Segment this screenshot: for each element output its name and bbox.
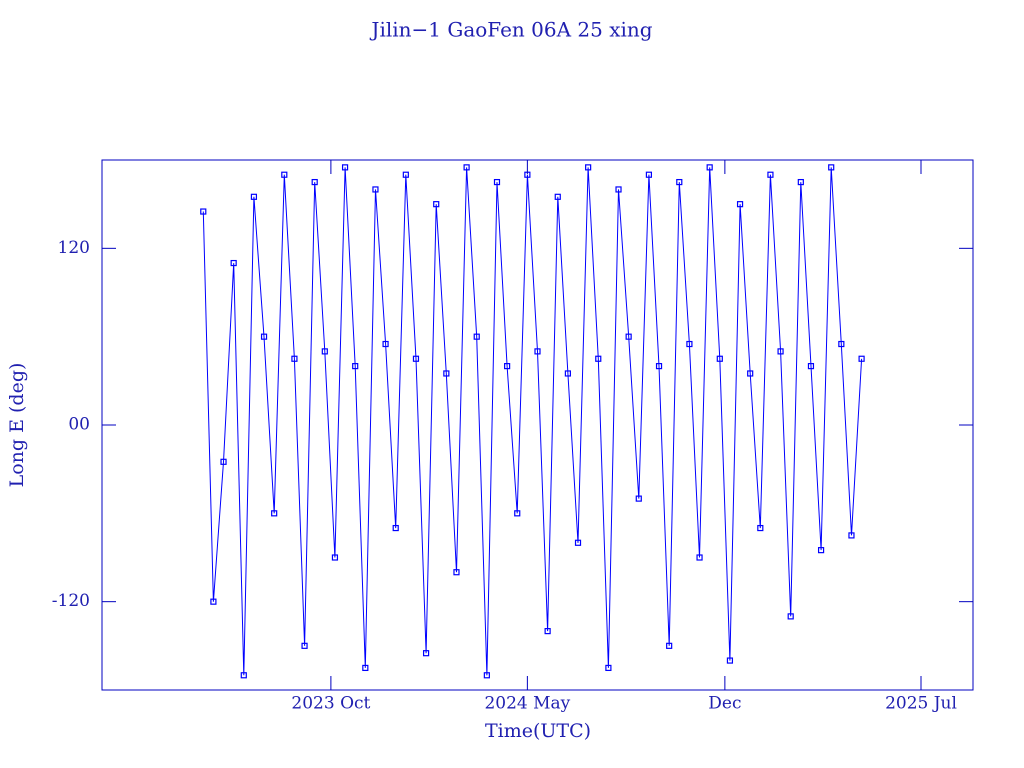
point-marker: [514, 510, 521, 517]
point-marker: [463, 164, 470, 171]
point-marker: [453, 569, 460, 576]
point-marker: [534, 348, 541, 355]
point-marker: [726, 657, 734, 664]
point-marker: [210, 598, 217, 605]
point-marker: [544, 628, 551, 635]
point-marker: [362, 664, 369, 672]
y-tick-label: 120: [58, 238, 90, 258]
series-line: [202, 167, 863, 676]
point-marker: [828, 164, 835, 171]
point-marker: [817, 547, 825, 554]
point-marker: [787, 613, 794, 620]
point-marker: [422, 650, 430, 657]
point-marker: [504, 363, 511, 370]
point-marker: [736, 201, 744, 208]
point-marker: [200, 208, 207, 215]
point-marker: [635, 495, 642, 502]
point-marker: [443, 370, 450, 377]
point-marker: [696, 554, 703, 561]
point-marker: [848, 532, 855, 539]
point-marker: [493, 178, 501, 186]
chart-title: Jilin−1 GaoFen 06A 25 xing: [369, 18, 652, 42]
point-marker: [666, 642, 673, 649]
point-marker: [655, 363, 663, 370]
y-axis-title: Long E (deg): [6, 363, 28, 488]
point-marker: [747, 370, 754, 377]
point-marker: [676, 178, 683, 186]
y-tick-label: 00: [68, 415, 90, 435]
point-marker: [574, 539, 582, 546]
point-marker: [473, 333, 480, 340]
point-marker: [341, 164, 349, 171]
point-marker: [483, 672, 490, 679]
point-marker: [281, 171, 288, 178]
point-marker: [311, 178, 318, 186]
point-marker: [686, 340, 693, 348]
point-marker: [595, 355, 602, 362]
point-marker: [605, 664, 612, 672]
x-tick-label: 2024 May: [484, 694, 570, 714]
point-marker: [585, 164, 592, 171]
point-marker: [807, 363, 815, 370]
point-marker: [564, 370, 571, 377]
x-tick-label: 2025 Jul: [885, 694, 957, 714]
point-marker: [352, 363, 359, 370]
point-marker: [321, 348, 328, 355]
point-marker: [858, 355, 865, 362]
point-marker: [645, 171, 653, 178]
point-marker: [412, 355, 420, 362]
point-marker: [767, 171, 774, 178]
point-marker: [402, 171, 409, 178]
x-tick-label: Dec: [708, 694, 741, 714]
plot-area: [200, 164, 865, 679]
point-marker: [615, 186, 622, 193]
point-marker: [291, 355, 298, 362]
point-marker: [716, 355, 723, 362]
point-marker: [797, 178, 804, 186]
point-marker: [260, 333, 268, 340]
point-marker: [838, 340, 845, 348]
y-tick-label: -120: [52, 591, 90, 611]
point-marker: [433, 201, 440, 208]
point-marker: [554, 193, 561, 200]
x-tick-label: 2023 Oct: [291, 694, 370, 714]
point-marker: [220, 458, 227, 465]
point-marker: [382, 340, 389, 348]
point-marker: [777, 348, 784, 355]
point-marker: [240, 672, 247, 679]
point-marker: [301, 642, 308, 649]
point-marker: [625, 333, 632, 340]
point-marker: [271, 510, 278, 517]
point-marker: [230, 259, 237, 267]
point-marker: [392, 524, 399, 532]
point-marker: [331, 554, 339, 561]
point-marker: [706, 164, 713, 171]
point-marker: [757, 524, 764, 532]
plot-frame: [101, 159, 974, 691]
point-marker: [372, 186, 379, 193]
point-marker: [250, 193, 258, 200]
x-axis-title: Time(UTC): [485, 720, 591, 742]
